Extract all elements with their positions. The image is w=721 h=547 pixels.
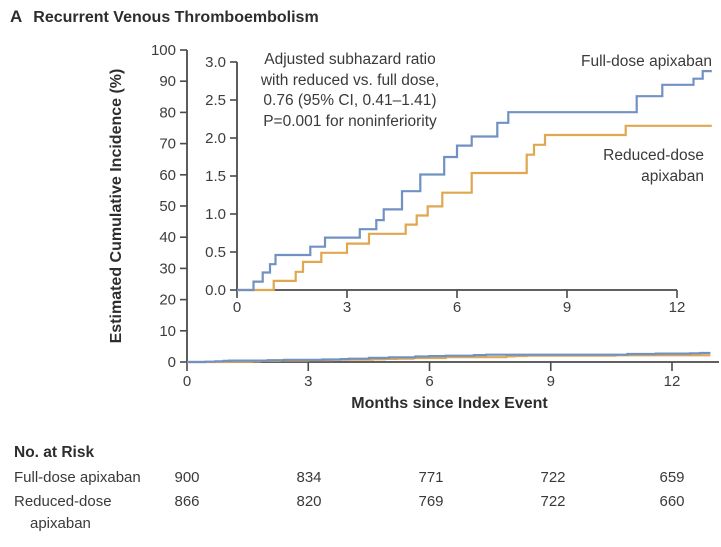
main-y-tick-label: 50	[159, 198, 176, 215]
inset-y-tick-label: 2.5	[205, 92, 226, 109]
curve-label-reduced-line-1: Reduced-dose	[603, 147, 704, 164]
curve-label-reduced-line-2: apixaban	[641, 168, 704, 185]
risk-value: 722	[540, 469, 566, 486]
annotation-subhazard-ratio: Adjusted subhazard ratio with reduced vs…	[233, 50, 467, 132]
main-y-tick-label: 70	[159, 136, 176, 153]
main-y-tick-label: 10	[159, 323, 176, 340]
annotation-line-3: 0.76 (95% CI, 0.41–1.41)	[263, 92, 437, 109]
annotation-line-2: with reduced vs. full dose,	[260, 71, 440, 89]
main-x-tick-label: 0	[183, 373, 191, 390]
risk-value: 900	[174, 469, 200, 486]
main-x-tick-label: 6	[425, 373, 433, 390]
main-x-tick-label: 12	[664, 373, 681, 390]
risk-table-heading: No. at Risk	[14, 444, 95, 461]
risk-value: 659	[659, 469, 685, 486]
risk-value: 660	[659, 493, 685, 510]
risk-row-label: Reduced-dose	[14, 493, 112, 510]
inset-y-tick-label: 3.0	[205, 54, 226, 71]
panel-title: A Recurrent Venous Thromboembolism	[10, 7, 319, 27]
main-x-tick-label: 3	[304, 373, 312, 390]
main-y-tick-label: 100	[151, 42, 176, 59]
curve-label-reduced-dose: Reduced-dose apixaban	[603, 145, 704, 187]
panel-letter: A	[10, 7, 23, 26]
inset-y-tick-label: 0.0	[205, 282, 226, 299]
risk-value: 769	[418, 493, 444, 510]
risk-row-label-line-2: apixaban	[30, 515, 91, 532]
main-y-tick-label: 20	[159, 292, 176, 309]
inset-x-tick-label: 3	[343, 299, 351, 316]
main-y-tick-label: 90	[159, 73, 176, 90]
x-axis-label: Months since Index Event	[351, 395, 548, 412]
main-y-tick-label: 40	[159, 229, 176, 246]
inset-x-tick-label: 6	[453, 299, 461, 316]
inset-x-tick-label: 12	[669, 299, 686, 316]
risk-value: 866	[174, 493, 200, 510]
main-y-tick-label: 30	[159, 260, 176, 277]
inset-y-tick-label: 1.5	[205, 168, 226, 185]
main-curve-full-dose	[187, 351, 711, 364]
main-y-tick-label: 0	[168, 354, 176, 371]
inset-curve-reduced-dose	[237, 124, 712, 292]
risk-value: 722	[540, 493, 566, 510]
inset-y-tick-label: 2.0	[205, 130, 226, 147]
risk-value: 820	[296, 493, 322, 510]
inset-y-tick-label: 0.5	[205, 244, 226, 261]
annotation-line-4: P=0.001 for noninferiority	[263, 112, 437, 130]
main-y-tick-label: 80	[159, 104, 176, 121]
annotation-line-1: Adjusted subhazard ratio	[264, 51, 436, 68]
curve-label-full-dose: Full-dose apixaban	[581, 53, 712, 70]
main-x-tick-label: 9	[547, 373, 555, 390]
inset-x-tick-label: 0	[233, 299, 241, 316]
risk-row-label: Full-dose apixaban	[14, 469, 141, 486]
inset-curve-full-dose	[237, 70, 712, 292]
risk-value: 834	[296, 469, 322, 486]
risk-value: 771	[418, 469, 444, 486]
main-y-tick-label: 60	[159, 167, 176, 184]
panel-title-text: Recurrent Venous Thromboembolism	[33, 9, 319, 26]
inset-x-tick-label: 9	[563, 299, 571, 316]
y-axis-label: Estimated Cumulative Incidence (%)	[108, 68, 125, 344]
inset-y-tick-label: 1.0	[205, 206, 226, 223]
